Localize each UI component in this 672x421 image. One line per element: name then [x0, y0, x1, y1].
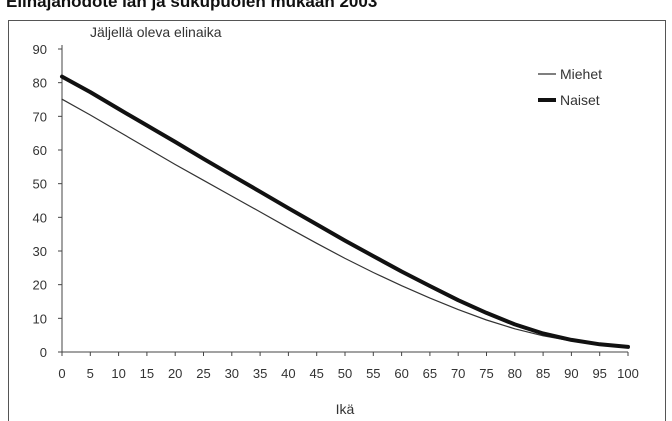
x-axis-ticks: 0 5 10 15 20 25 30 35 40 45 50 55 60 65 70 75 80 85 90 95 10…: [58, 352, 639, 381]
x-tick-label: 55: [366, 366, 380, 381]
x-tick-label: 70: [451, 366, 465, 381]
legend: Miehet Naiset: [538, 66, 602, 108]
x-tick-label: 35: [253, 366, 267, 381]
y-tick-label: 50: [33, 177, 47, 192]
x-tick-label: 0: [58, 366, 65, 381]
x-tick-label: 65: [423, 366, 437, 381]
x-tick-label: 50: [338, 366, 352, 381]
series-line-naiset: [60, 74, 630, 349]
legend-label-miehet: Miehet: [560, 66, 602, 82]
y-tick-label: 40: [33, 210, 47, 225]
y-tick-label: 30: [33, 244, 47, 259]
x-tick-label: 10: [111, 366, 125, 381]
y-axis-label: Jäljellä oleva elinaika: [90, 24, 222, 40]
x-tick-label: 85: [536, 366, 550, 381]
x-tick-label: 5: [87, 366, 94, 381]
x-tick-label: 45: [309, 366, 323, 381]
x-tick-label: 60: [394, 366, 408, 381]
y-tick-label: 20: [33, 278, 47, 293]
legend-label-naiset: Naiset: [560, 92, 600, 108]
x-tick-label: 90: [564, 366, 578, 381]
x-tick-label: 20: [168, 366, 182, 381]
x-tick-label: 75: [479, 366, 493, 381]
y-tick-label: 10: [33, 311, 47, 326]
y-axis-ticks: 0 10 20 30 40 50 60 70 80 90: [33, 42, 62, 360]
x-tick-label: 40: [281, 366, 295, 381]
y-tick-label: 0: [40, 345, 47, 360]
x-tick-label: 100: [617, 366, 639, 381]
y-tick-label: 60: [33, 143, 47, 158]
x-tick-label: 30: [225, 366, 239, 381]
y-tick-label: 80: [33, 76, 47, 91]
y-tick-label: 90: [33, 42, 47, 57]
x-axis-label: Ikä: [336, 401, 355, 417]
y-tick-label: 70: [33, 109, 47, 124]
x-tick-label: 95: [592, 366, 606, 381]
x-tick-label: 80: [508, 366, 522, 381]
chart-frame: [8, 20, 666, 421]
series-lines: [60, 74, 630, 349]
x-tick-label: 15: [140, 366, 154, 381]
axes: [58, 45, 628, 353]
x-tick-label: 25: [196, 366, 210, 381]
series-line-miehet: [61, 98, 629, 348]
chart-title: Elinajanodote iän ja sukupuolen mukaan 2…: [6, 0, 378, 11]
